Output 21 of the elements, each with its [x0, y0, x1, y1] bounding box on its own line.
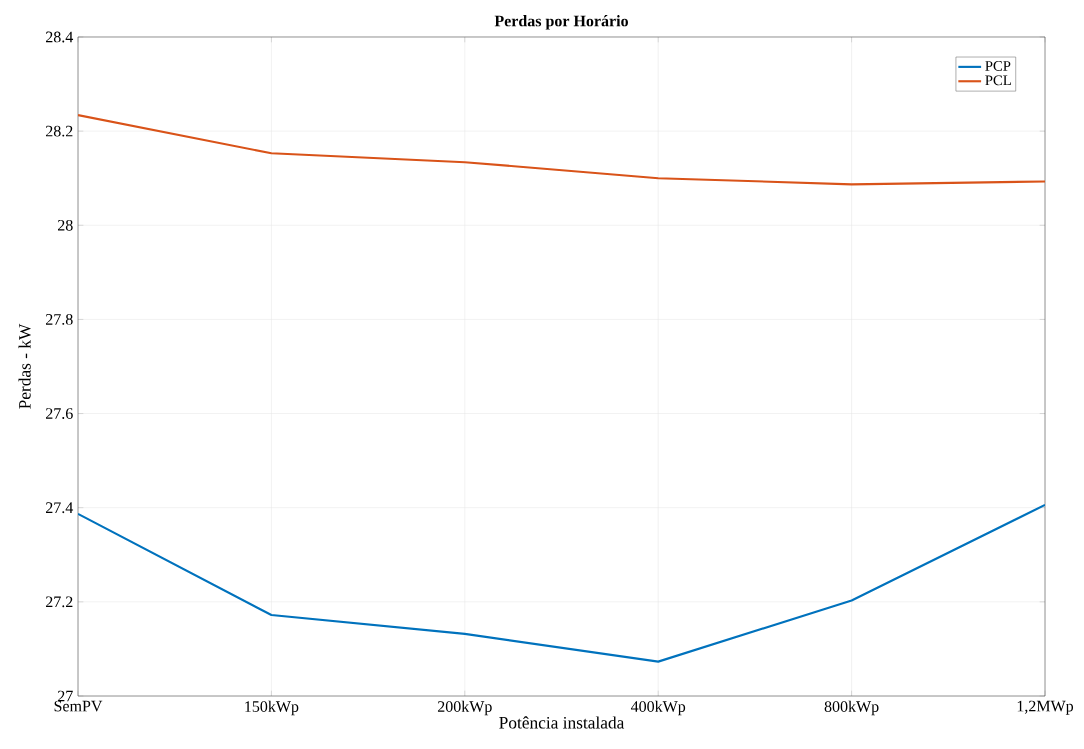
y-axis-title: Perdas - kW [18, 323, 31, 409]
x-axis-title: Potência instalada [499, 716, 625, 729]
line-series [78, 503, 1046, 663]
y-tick-label: 27.6 [46, 408, 73, 419]
x-tick-label: 800kWp [824, 700, 879, 716]
y-tick-label: 28 [58, 219, 73, 231]
legend-label: PCL [985, 75, 1011, 86]
y-tick-label: 28.2 [46, 125, 73, 137]
x-tick-label: 200kWp [437, 700, 492, 716]
legend-label: PCP [985, 61, 1011, 71]
y-tick-label: 28.4 [46, 31, 74, 43]
x-tick-label: SemPV [54, 700, 103, 712]
x-tick-label: 400kWp [630, 700, 686, 716]
y-tick-label: 27.2 [46, 596, 73, 608]
y-tick-label: 27.4 [46, 502, 74, 514]
x-tick-label: 1,2MWp [1017, 700, 1074, 715]
line-series [78, 114, 1046, 186]
x-tick-label: 150kWp [245, 700, 299, 716]
chart-title: Perdas por Horário [494, 15, 628, 30]
y-tick-label: 27.8 [46, 313, 73, 325]
y-tick-label: 27 [58, 690, 73, 702]
